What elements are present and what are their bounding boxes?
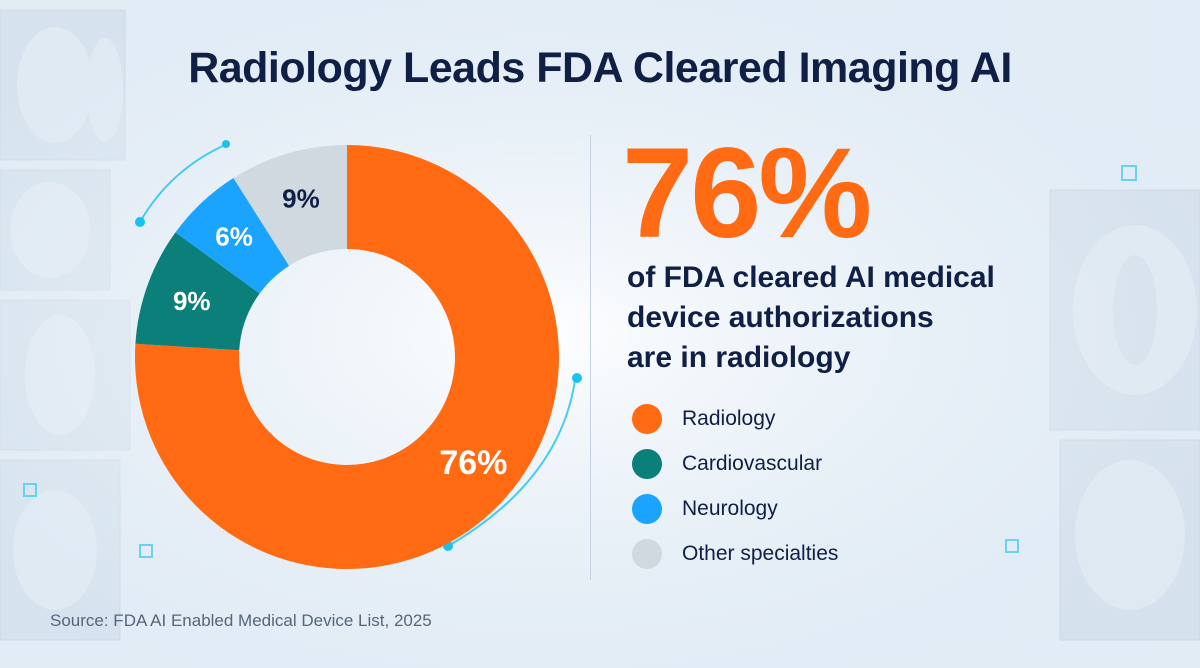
divider xyxy=(590,135,591,580)
legend-swatch xyxy=(632,538,662,569)
donut-slice-cardiovascular xyxy=(135,232,260,351)
legend-item-radiology: Radiology xyxy=(632,396,838,441)
glow-accents xyxy=(139,144,576,546)
legend-swatch xyxy=(632,403,662,434)
legend-item-other-specialties: Other specialties xyxy=(632,531,838,576)
chart-legend: Radiology Cardiovascular Neurology Other… xyxy=(632,396,838,576)
glow-dots xyxy=(135,140,582,551)
legend-label: Other specialties xyxy=(682,541,839,565)
data-label-neurology: 6% xyxy=(215,222,253,252)
highlight-description: of FDA cleared AI medical device authori… xyxy=(627,261,995,374)
legend-swatch xyxy=(632,493,662,524)
legend-item-cardiovascular: Cardiovascular xyxy=(632,441,838,486)
legend-label: Radiology xyxy=(682,406,776,430)
source-note: Source: FDA AI Enabled Medical Device Li… xyxy=(50,611,432,630)
legend-item-neurology: Neurology xyxy=(632,486,838,531)
legend-label: Cardiovascular xyxy=(682,451,823,475)
donut-slice-neurology xyxy=(175,178,290,294)
legend-label: Neurology xyxy=(682,496,778,520)
data-label-cardiovascular: 9% xyxy=(173,286,211,316)
donut-slice-radiology xyxy=(135,145,559,569)
legend-swatch xyxy=(632,448,662,479)
highlight-value: 76% xyxy=(622,122,872,265)
circuit-nodes xyxy=(23,165,1137,558)
page-title: Radiology Leads FDA Cleared Imaging AI xyxy=(188,44,1012,92)
data-label-radiology: 76% xyxy=(439,444,507,482)
donut-chart: 76% 9% 6% 9% xyxy=(135,145,559,569)
donut-slice-other-specialties xyxy=(233,145,347,266)
data-label-other-specialties: 9% xyxy=(282,184,320,214)
